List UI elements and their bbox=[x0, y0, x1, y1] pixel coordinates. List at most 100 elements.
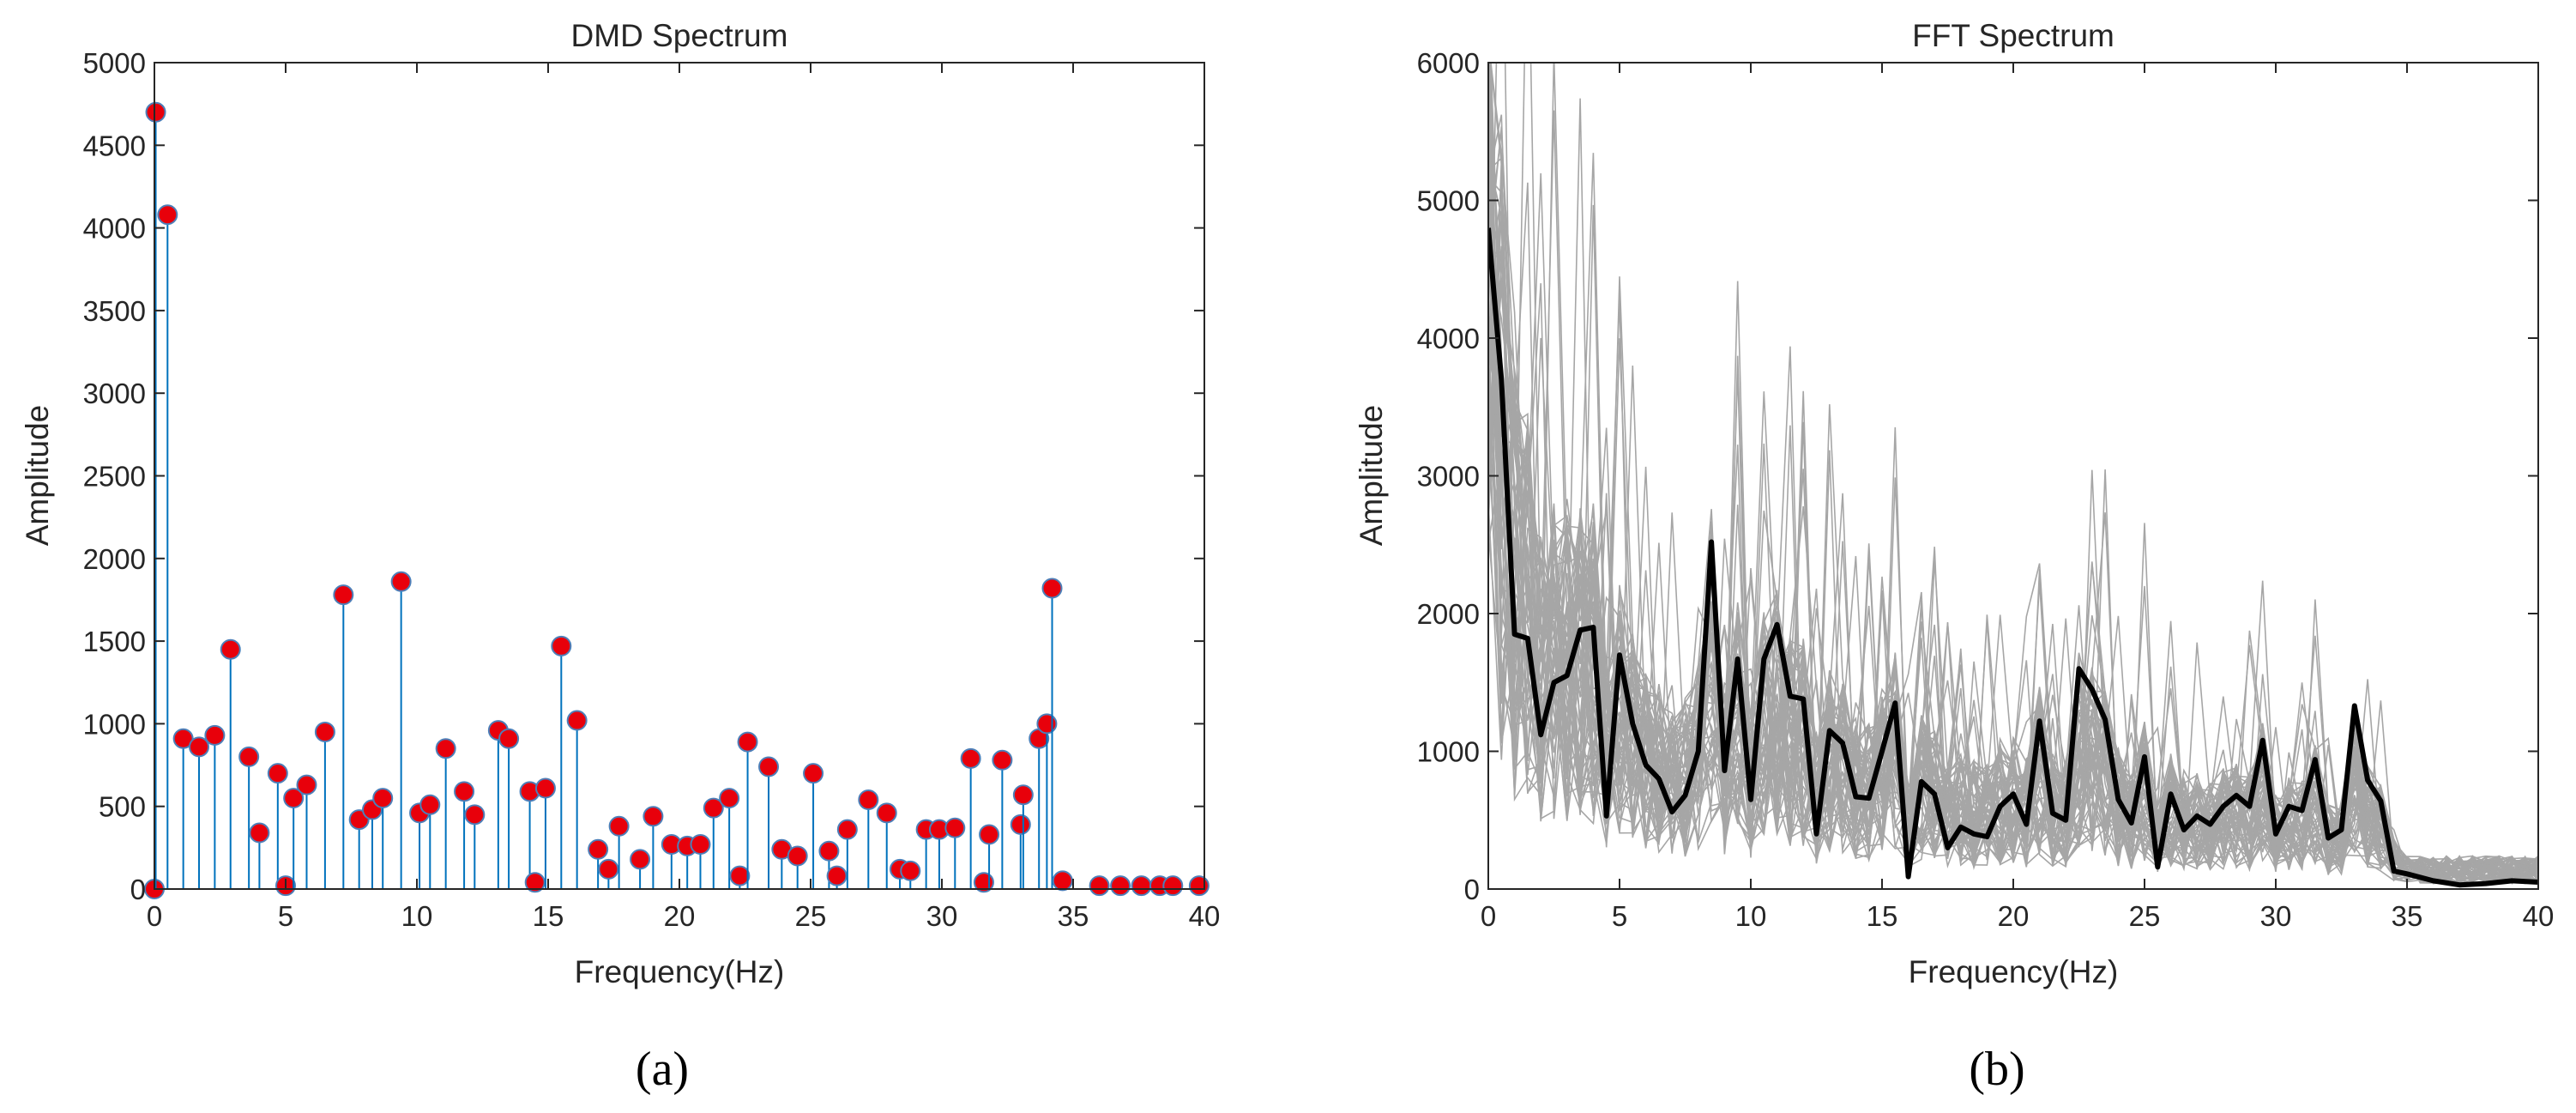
fft-gray-spectrum bbox=[1490, 63, 2538, 882]
dmd-marker bbox=[1162, 875, 1184, 897]
dmd-y-tick-label: 4000 bbox=[83, 213, 146, 245]
dmd-marker bbox=[283, 788, 305, 809]
fft-gray-spectrum bbox=[1488, 63, 2538, 883]
fft-spectrum-chart: FFT Spectrum 0 5 10 15 20 25 30 35 40 0 1000 2000 30… bbox=[1354, 18, 2555, 1096]
fft-y-tick-label: 2000 bbox=[1417, 598, 1480, 630]
fft-gray-spectrum bbox=[1488, 158, 2538, 884]
dmd-chart-title: DMD Spectrum bbox=[571, 18, 788, 53]
dmd-x-tick-label: 25 bbox=[795, 900, 827, 932]
dmd-marker bbox=[1131, 875, 1152, 897]
dmd-ticks: 0 5 10 15 20 25 30 35 40 0 500 1000 1500 2000 2500 3000… bbox=[83, 47, 1221, 932]
fft-ticks: 0 5 10 15 20 25 30 35 40 0 1000 2000 3000 4000 5000 600… bbox=[1417, 47, 2555, 932]
dmd-x-tick-label: 15 bbox=[533, 900, 564, 932]
dmd-marker bbox=[960, 747, 981, 769]
dmd-marker bbox=[524, 872, 546, 893]
dmd-marker bbox=[1188, 875, 1210, 897]
dmd-marker bbox=[267, 763, 288, 784]
fft-x-axis-label: Frequency(Hz) bbox=[1909, 954, 2119, 989]
dmd-marker bbox=[238, 746, 260, 767]
dmd-marker bbox=[1012, 784, 1034, 806]
dmd-marker bbox=[858, 789, 879, 810]
dmd-marker bbox=[551, 635, 572, 656]
dmd-marker bbox=[157, 204, 178, 226]
dmd-marker bbox=[979, 824, 1000, 845]
dmd-x-tick-label: 5 bbox=[278, 900, 293, 932]
panel-b-label: (b) bbox=[1969, 1043, 2024, 1096]
dmd-marker bbox=[390, 571, 412, 592]
dmd-marker bbox=[1010, 814, 1031, 835]
dmd-x-axis-label: Frequency(Hz) bbox=[575, 954, 785, 989]
fft-y-tick-label: 3000 bbox=[1417, 461, 1480, 493]
dmd-y-tick-label: 1000 bbox=[83, 708, 146, 740]
fft-gray-spectrum bbox=[1488, 181, 2538, 882]
dmd-marker bbox=[588, 838, 609, 860]
fft-y-tick-label: 0 bbox=[1464, 874, 1480, 905]
dmd-marker bbox=[900, 860, 921, 881]
dmd-marker bbox=[189, 736, 210, 758]
fft-gray-spectrum bbox=[1488, 313, 2538, 885]
dmd-marker bbox=[566, 710, 588, 731]
dmd-plot-area bbox=[144, 101, 1210, 899]
dmd-marker bbox=[836, 819, 858, 840]
dmd-marker bbox=[737, 731, 758, 753]
dmd-y-tick-label: 5000 bbox=[83, 47, 146, 79]
dmd-spectrum-chart: DMD Spectrum 0 5 10 15 20 25 30 35 40 0 500 1000 150… bbox=[20, 18, 1220, 1096]
dmd-y-tick-label: 3000 bbox=[83, 378, 146, 409]
fft-x-tick-label: 10 bbox=[1735, 900, 1767, 932]
dmd-marker bbox=[818, 840, 840, 862]
fft-x-tick-label: 15 bbox=[1867, 900, 1898, 932]
dmd-marker bbox=[464, 804, 486, 826]
dmd-y-tick-label: 3500 bbox=[83, 295, 146, 327]
dmd-marker bbox=[703, 797, 724, 819]
fft-chart-title: FFT Spectrum bbox=[1912, 18, 2114, 53]
dmd-marker bbox=[419, 794, 441, 815]
dmd-marker bbox=[435, 738, 456, 759]
dmd-marker bbox=[758, 756, 780, 777]
dmd-marker bbox=[608, 815, 630, 837]
fft-x-tick-label: 5 bbox=[1612, 900, 1627, 932]
dmd-marker bbox=[534, 777, 556, 799]
dmd-marker bbox=[220, 638, 241, 660]
dmd-y-tick-label: 1500 bbox=[83, 626, 146, 657]
dmd-y-tick-label: 4500 bbox=[83, 130, 146, 161]
dmd-marker bbox=[1089, 875, 1110, 897]
dmd-marker bbox=[372, 788, 394, 809]
dmd-marker bbox=[729, 865, 751, 886]
dmd-y-axis-label: Amplitude bbox=[20, 405, 55, 547]
dmd-marker bbox=[1041, 578, 1063, 599]
fft-x-tick-label: 0 bbox=[1481, 900, 1496, 932]
dmd-y-tick-label: 0 bbox=[130, 874, 146, 905]
dmd-marker bbox=[803, 763, 824, 784]
fft-y-tick-label: 6000 bbox=[1417, 47, 1480, 79]
dmd-marker bbox=[204, 724, 226, 746]
fft-gray-spectrum bbox=[1490, 63, 2538, 883]
fft-y-tick-label: 5000 bbox=[1417, 185, 1480, 217]
dmd-y-tick-label: 500 bbox=[99, 791, 146, 823]
dmd-marker bbox=[642, 806, 664, 827]
dmd-marker bbox=[296, 774, 317, 795]
dmd-marker bbox=[787, 845, 808, 867]
panel-a-label: (a) bbox=[636, 1043, 689, 1096]
fft-x-tick-label: 20 bbox=[1998, 900, 2030, 932]
dmd-y-tick-label: 2500 bbox=[83, 461, 146, 493]
fft-mean-spectrum bbox=[1488, 227, 2538, 888]
dmd-marker bbox=[498, 728, 520, 749]
dmd-marker bbox=[333, 584, 354, 606]
dmd-marker bbox=[719, 788, 740, 809]
dmd-marker bbox=[690, 833, 711, 855]
dmd-marker bbox=[1110, 875, 1131, 897]
dmd-marker bbox=[249, 822, 270, 844]
fft-gray-spectrum bbox=[1488, 63, 2538, 885]
fft-y-axis-label: Amplitude bbox=[1354, 405, 1389, 547]
dmd-marker bbox=[172, 728, 194, 749]
fft-gray-spectrum bbox=[1489, 63, 2538, 881]
dmd-marker bbox=[314, 722, 335, 743]
dmd-x-tick-label: 0 bbox=[147, 900, 162, 932]
dmd-marker bbox=[598, 858, 619, 880]
dmd-marker bbox=[145, 101, 166, 123]
fft-y-tick-label: 1000 bbox=[1417, 736, 1480, 768]
dmd-marker bbox=[944, 817, 966, 838]
dmd-marker bbox=[826, 865, 848, 886]
fft-x-tick-label: 40 bbox=[2523, 900, 2555, 932]
